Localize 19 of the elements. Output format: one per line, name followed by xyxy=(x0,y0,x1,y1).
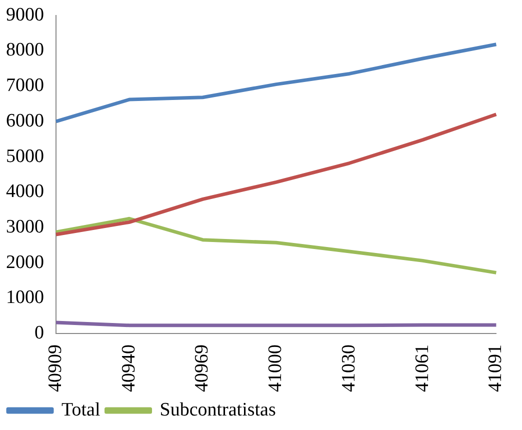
y-tick-label: 5000 xyxy=(6,146,44,167)
x-tick-label: 41030 xyxy=(338,344,360,392)
y-tick-label: 9000 xyxy=(6,4,44,26)
x-tick-label: 40969 xyxy=(192,344,213,392)
y-tick-label: 4000 xyxy=(6,181,44,202)
y-tick-label: 3000 xyxy=(6,216,44,238)
y-tick-label: 7000 xyxy=(6,75,44,96)
x-tick-label: 41091 xyxy=(485,344,506,392)
x-tick-label: 40909 xyxy=(44,344,66,392)
x-tick-label: 40940 xyxy=(118,344,140,392)
x-tick-label: 41000 xyxy=(265,344,286,392)
x-tick-label: 41061 xyxy=(412,344,433,392)
y-tick-label: 2000 xyxy=(6,252,44,273)
legend-label: Subcontratistas xyxy=(160,399,276,420)
legend-label: Total xyxy=(62,399,100,420)
y-tick-label: 8000 xyxy=(6,40,44,61)
y-tick-label: 6000 xyxy=(6,110,44,132)
y-tick-label: 0 xyxy=(34,322,44,344)
y-tick-label: 1000 xyxy=(6,287,44,308)
